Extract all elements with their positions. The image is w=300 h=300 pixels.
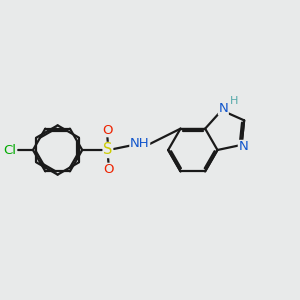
Text: N: N <box>218 102 228 115</box>
Text: S: S <box>103 142 112 158</box>
Text: H: H <box>230 96 238 106</box>
Text: N: N <box>238 140 248 153</box>
Text: NH: NH <box>130 137 150 150</box>
Text: Cl: Cl <box>4 143 16 157</box>
Text: O: O <box>103 164 114 176</box>
Text: O: O <box>102 124 112 136</box>
